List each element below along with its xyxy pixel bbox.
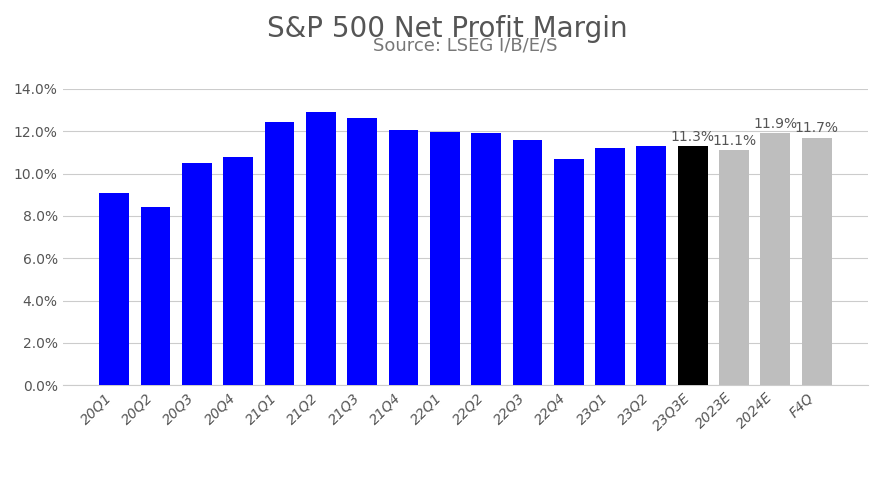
Bar bbox=[636, 146, 665, 385]
Bar bbox=[223, 157, 253, 385]
Bar bbox=[99, 193, 129, 385]
Text: 11.7%: 11.7% bbox=[794, 121, 838, 135]
Bar bbox=[181, 163, 211, 385]
Text: S&P 500 Net Profit Margin: S&P 500 Net Profit Margin bbox=[267, 15, 627, 43]
Bar bbox=[553, 159, 583, 385]
Bar bbox=[140, 207, 170, 385]
Bar bbox=[470, 133, 501, 385]
Title: Source: LSEG I/B/E/S: Source: LSEG I/B/E/S bbox=[373, 36, 557, 54]
Text: 11.1%: 11.1% bbox=[711, 134, 755, 148]
Bar bbox=[306, 112, 335, 385]
Bar bbox=[719, 150, 748, 385]
Bar bbox=[801, 138, 831, 385]
Bar bbox=[429, 132, 460, 385]
Bar bbox=[677, 146, 707, 385]
Bar bbox=[347, 118, 376, 385]
Bar bbox=[265, 122, 294, 385]
Bar bbox=[595, 148, 624, 385]
Bar bbox=[512, 140, 542, 385]
Text: 11.3%: 11.3% bbox=[670, 129, 714, 144]
Bar bbox=[388, 130, 417, 385]
Text: 11.9%: 11.9% bbox=[753, 117, 797, 131]
Bar bbox=[760, 133, 789, 385]
